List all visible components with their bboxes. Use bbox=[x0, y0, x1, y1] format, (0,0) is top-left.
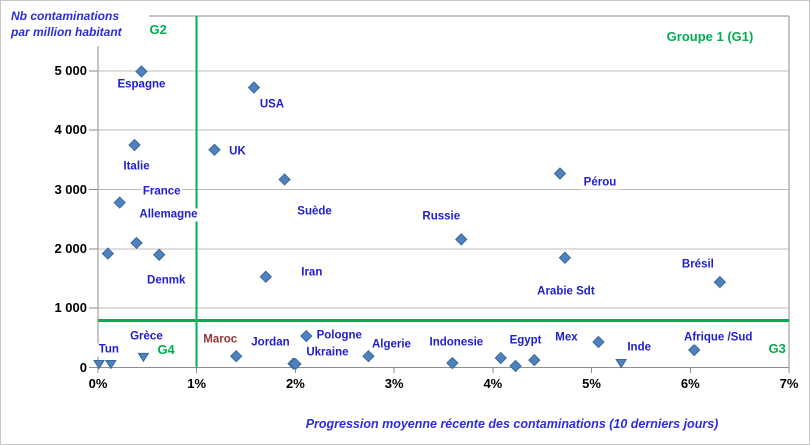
data-point-Allemagne bbox=[130, 236, 143, 250]
data-point-unlabeled-2 bbox=[494, 351, 507, 365]
y-axis-title-line1: Nb contaminations bbox=[11, 9, 120, 23]
data-point-Iran bbox=[259, 270, 273, 283]
data-point-Pérou bbox=[553, 167, 567, 180]
x-axis-title: Progression moyenne récente des contamin… bbox=[305, 417, 719, 431]
y-axis-title-line2: par million habitant bbox=[11, 25, 122, 39]
data-point-Algerie bbox=[362, 350, 375, 363]
data-point-USA bbox=[247, 81, 261, 94]
data-point-Pologne bbox=[300, 329, 313, 343]
data-point-Denmk bbox=[152, 248, 166, 261]
data-point-Mex bbox=[592, 335, 605, 349]
data-point-Grèce bbox=[137, 352, 150, 363]
data-point-unlabeled-4 bbox=[93, 359, 105, 370]
data-point-UK bbox=[208, 143, 221, 156]
data-point-Arabie Sdt bbox=[558, 251, 572, 264]
data-point-Inde bbox=[615, 359, 628, 369]
data-point-Tun bbox=[104, 359, 117, 370]
data-point-Indonesie bbox=[446, 356, 459, 370]
y-axis-title: Nb contaminations par million habitant bbox=[11, 8, 149, 46]
data-point-Espagne bbox=[135, 65, 148, 78]
data-point-Egypt bbox=[509, 359, 522, 373]
data-point-Maroc bbox=[229, 350, 243, 363]
data-point-Italie bbox=[128, 138, 141, 152]
data-point-Afrique /Sud bbox=[688, 343, 701, 357]
data-point-Suède bbox=[278, 173, 291, 186]
data-point-unlabeled-1 bbox=[101, 247, 115, 260]
data-point-Ukraine bbox=[289, 357, 302, 371]
data-point-Russie bbox=[455, 233, 468, 246]
data-point-unlabeled-3 bbox=[528, 353, 541, 367]
data-point-France bbox=[113, 196, 126, 209]
data-point-Brésil bbox=[713, 275, 727, 289]
